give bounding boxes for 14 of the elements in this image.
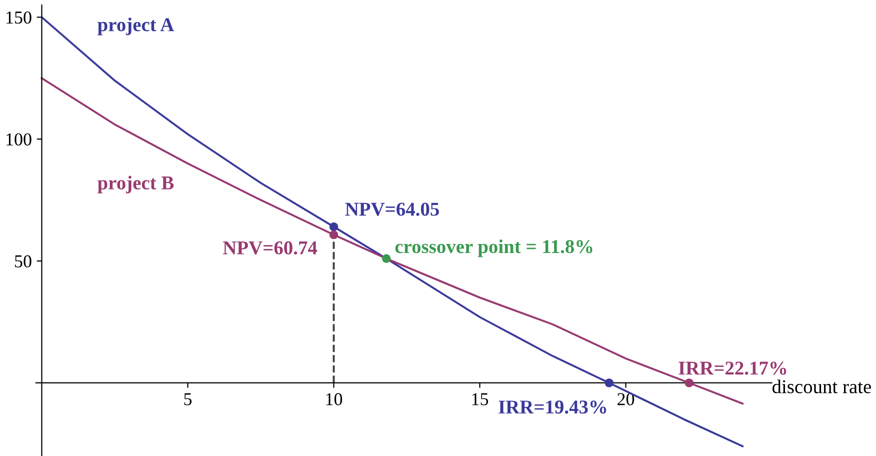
annotation: NPV=60.74 bbox=[223, 241, 318, 255]
annotation: IRR=22.17% bbox=[678, 362, 786, 375]
x-tick-label: 15 bbox=[472, 393, 488, 406]
y-tick-label: 100 bbox=[6, 133, 32, 146]
x-tick-label: 5 bbox=[184, 393, 192, 406]
series-label: project B bbox=[98, 176, 174, 194]
series-label: project A bbox=[98, 18, 174, 36]
x-tick-label: 10 bbox=[326, 393, 342, 406]
annotation: IRR=19.43% bbox=[498, 400, 606, 414]
annotation: crossover point = 11.8% bbox=[395, 239, 592, 258]
x-axis-title: discount rate bbox=[772, 380, 871, 394]
annotation: NPV=64.05 bbox=[345, 202, 439, 216]
y-tick-label: 150 bbox=[6, 11, 32, 24]
y-tick-label: 50 bbox=[15, 255, 32, 268]
